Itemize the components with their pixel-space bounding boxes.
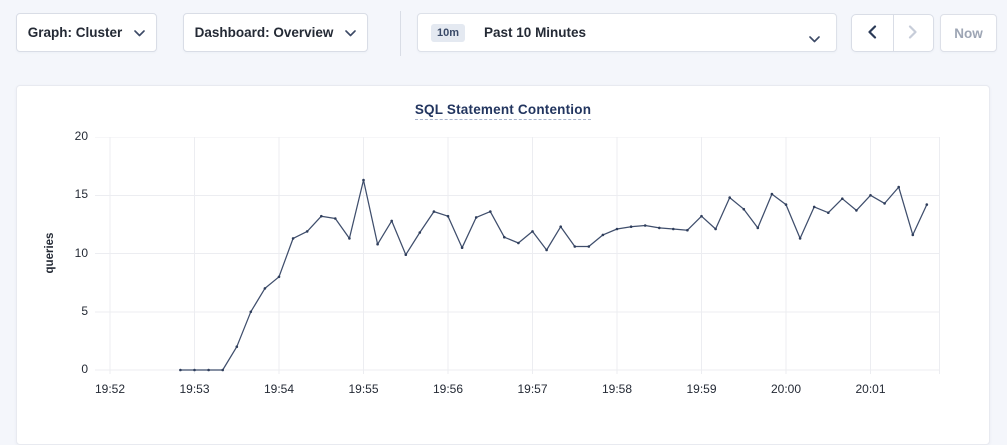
y-axis-tick: 15 [74,187,88,202]
time-forward-button[interactable] [892,15,934,51]
chevron-down-icon [134,25,146,40]
x-axis-tick: 19:57 [517,382,548,396]
x-axis-tick: 19:55 [348,382,379,396]
now-button[interactable]: Now [940,14,997,52]
chart-panel [16,85,990,445]
x-axis-tick: 19:53 [179,382,210,396]
x-axis-tick: 20:00 [770,382,802,396]
time-step-button-group [851,14,934,52]
x-axis-tick: 19:58 [601,382,633,396]
chevron-down-icon [345,25,357,40]
dashboard-selector-dropdown[interactable]: Dashboard: Overview [183,13,368,52]
x-axis-tick: 19:52 [94,382,126,396]
chevron-right-icon [908,24,918,42]
time-backward-button[interactable] [852,15,893,51]
chevron-down-icon [809,30,820,48]
y-axis-tick: 5 [81,303,88,318]
time-range-selector-dropdown[interactable]: 10m Past 10 Minutes [417,13,837,52]
time-window-badge: 10m [431,23,466,42]
time-range-label: Past 10 Minutes [484,25,587,40]
x-axis-tick: 20:01 [855,382,886,396]
x-axis-tick: 19:54 [263,382,295,396]
y-axis-tick: 0 [81,362,88,376]
toolbar-divider [400,11,401,56]
chart-title-row: SQL Statement Contention [16,101,990,120]
chevron-left-icon [867,24,877,42]
graph-selector-dropdown[interactable]: Graph: Cluster [16,13,157,52]
sql-contention-line-chart[interactable] [95,137,940,382]
y-axis-tick: 10 [74,245,88,260]
y-axis-tick: 20 [74,129,88,143]
dashboard-selector-label: Dashboard: Overview [194,25,334,40]
x-axis-tick: 19:59 [686,382,717,396]
x-axis-tick: 19:56 [432,382,464,396]
graph-selector-label: Graph: Cluster [27,25,123,40]
chart-title[interactable]: SQL Statement Contention [414,102,592,120]
